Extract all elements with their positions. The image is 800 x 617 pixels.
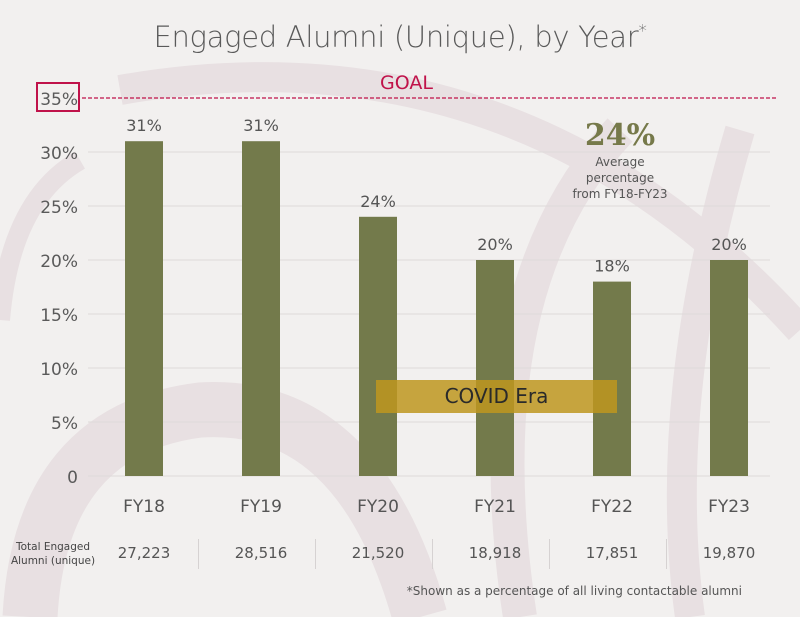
bar bbox=[476, 260, 514, 476]
bars bbox=[125, 141, 748, 477]
data-label: 20% bbox=[477, 235, 513, 254]
data-label: 31% bbox=[243, 116, 279, 135]
y-tick-label: 15% bbox=[40, 306, 78, 326]
y-tick-label: 10% bbox=[40, 360, 78, 380]
labels: 0 5% 10% 15% 20% 25% 30% 35% 31% FY18 31% FY19 24% FY… bbox=[40, 90, 750, 517]
data-label: 18% bbox=[594, 257, 630, 276]
y-tick-label: 30% bbox=[40, 144, 78, 164]
footnote: *Shown as a percentage of all living con… bbox=[406, 584, 742, 598]
y-tick-label: 25% bbox=[40, 198, 78, 218]
column-divider bbox=[314, 539, 316, 569]
x-tick-label: FY20 bbox=[357, 497, 399, 517]
bar bbox=[125, 141, 163, 476]
bar bbox=[593, 281, 631, 476]
goal-tick-box bbox=[36, 82, 80, 112]
bar bbox=[710, 260, 748, 476]
average-value: 24% bbox=[584, 118, 656, 153]
bar bbox=[242, 141, 280, 476]
chart-title: Engaged Alumni (Unique), by Year* bbox=[153, 20, 647, 54]
total-value: 17,851 bbox=[585, 544, 639, 562]
column-divider bbox=[431, 539, 433, 569]
gridlines bbox=[82, 97, 778, 477]
covid-era-annotation: COVID Era bbox=[376, 380, 617, 413]
x-tick-label: FY21 bbox=[474, 497, 516, 517]
x-tick-label: FY18 bbox=[123, 497, 165, 517]
data-label: 24% bbox=[360, 192, 396, 211]
y-tick-label: 5% bbox=[51, 414, 78, 434]
x-tick-label: FY22 bbox=[591, 497, 633, 517]
x-tick-label: FY23 bbox=[708, 497, 750, 517]
column-divider bbox=[548, 539, 550, 569]
column-divider bbox=[197, 539, 199, 569]
total-value: 19,870 bbox=[702, 544, 756, 562]
y-tick-label: 20% bbox=[40, 252, 78, 272]
total-value: 21,520 bbox=[351, 544, 405, 562]
total-value: 28,516 bbox=[234, 544, 288, 562]
totals-row-label: Total Engaged Alumni (unique) bbox=[10, 541, 96, 567]
bar bbox=[359, 216, 397, 477]
data-label: 20% bbox=[711, 235, 747, 254]
total-value: 27,223 bbox=[117, 544, 171, 562]
data-label: 31% bbox=[126, 116, 162, 135]
y-tick-label: 35% bbox=[40, 90, 78, 110]
total-value: 18,918 bbox=[468, 544, 522, 562]
goal-label: GOAL bbox=[380, 72, 433, 94]
x-tick-label: FY19 bbox=[240, 497, 282, 517]
background-swirl bbox=[0, 62, 800, 617]
column-divider bbox=[665, 539, 667, 569]
y-tick-label: 0 bbox=[67, 468, 78, 488]
average-caption: Average percentage from FY18-FY23 bbox=[572, 155, 668, 201]
